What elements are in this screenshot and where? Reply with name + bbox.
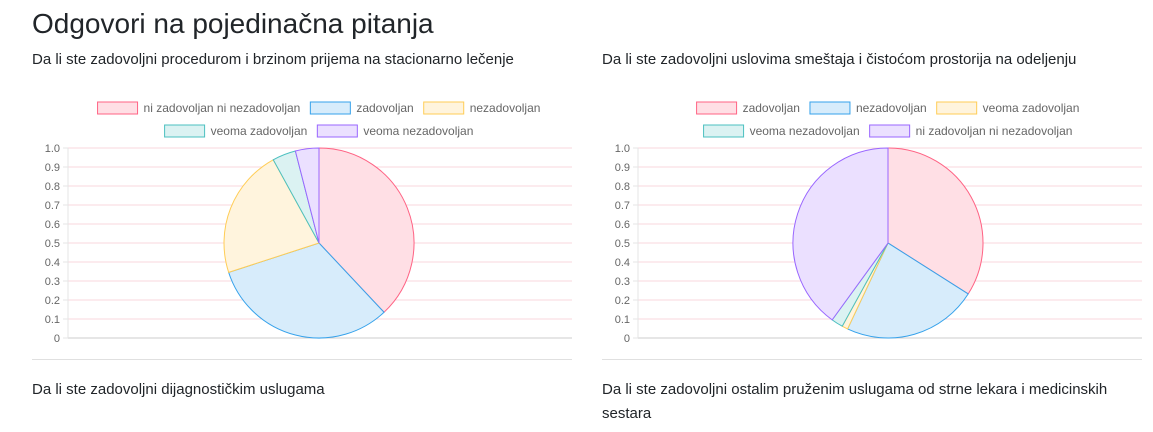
question-2-title: Da li ste zadovoljni uslovima smeštaja i…	[602, 51, 1077, 68]
legend-label[interactable]: zadovoljan	[743, 101, 800, 115]
pie-slice-ni-zadovoljan-ni-nezadovoljan[interactable]	[318, 147, 415, 313]
divider-right	[602, 359, 1142, 360]
legend-swatch-veoma-zadovoljan[interactable]	[936, 101, 978, 115]
legend-swatch-nezadovoljan[interactable]	[423, 101, 465, 115]
page-title: Odgovori na pojedinačna pitanja	[32, 8, 434, 39]
pie-slice-zadovoljan[interactable]	[887, 147, 984, 295]
y-tick-label: 0.7	[615, 200, 630, 212]
legend-label[interactable]: ni zadovoljan ni nezadovoljan	[916, 124, 1073, 138]
question-4-title: Da li ste zadovoljni ostalim pruženim us…	[602, 381, 1108, 422]
legend-swatch-veoma-nezadovoljan[interactable]	[316, 124, 358, 138]
y-tick-label: 0.6	[615, 219, 630, 231]
y-tick-label: 1.0	[615, 143, 630, 155]
y-tick-label: 0	[624, 333, 630, 345]
legend-label[interactable]: nezadovoljan	[470, 101, 541, 115]
legend-swatch-ni-zadovoljan-ni-nezadovoljan[interactable]	[97, 101, 139, 115]
question-3-title: Da li ste zadovoljni dijagnostičkim uslu…	[32, 381, 325, 398]
y-tick-label: 0	[54, 333, 60, 345]
chart-1: ni zadovoljan ni nezadovoljan zadovoljan n…	[30, 90, 575, 350]
y-tick-label: 0.5	[45, 238, 60, 250]
legend-swatch-nezadovoljan[interactable]	[809, 101, 851, 115]
legend-swatch-veoma-zadovoljan[interactable]	[164, 124, 206, 138]
legend-label[interactable]: veoma nezadovoljan	[750, 124, 860, 138]
y-tick-label: 0.3	[615, 276, 630, 288]
chart-2: zadovoljan nezadovoljan veoma zadovoljan ve…	[600, 90, 1145, 350]
y-tick-label: 0.6	[45, 219, 60, 231]
legend-label[interactable]: ni zadovoljan ni nezadovoljan	[144, 101, 301, 115]
legend-swatch-zadovoljan[interactable]	[696, 101, 738, 115]
y-tick-label: 0.8	[45, 181, 60, 193]
legend-swatch-zadovoljan[interactable]	[309, 101, 351, 115]
pie-chart-2: zadovoljan nezadovoljan veoma zadovoljan ve…	[615, 101, 1142, 345]
y-tick-label: 1.0	[45, 143, 60, 155]
legend-label[interactable]: zadovoljan	[356, 101, 413, 115]
y-tick-label: 0.1	[45, 314, 60, 326]
y-tick-label: 0.4	[615, 257, 630, 269]
legend-label[interactable]: veoma zadovoljan	[211, 124, 308, 138]
pie-slice-ni-zadovoljan-ni-nezadovoljan[interactable]	[792, 147, 889, 321]
y-tick-label: 0.4	[45, 257, 60, 269]
question-1-title: Da li ste zadovoljni procedurom i brzino…	[32, 51, 514, 68]
y-tick-label: 0.2	[615, 295, 630, 307]
y-tick-label: 0.7	[45, 200, 60, 212]
legend-label[interactable]: nezadovoljan	[856, 101, 927, 115]
pie-slice-veoma-nezadovoljan[interactable]	[294, 147, 320, 244]
legend-label[interactable]: veoma zadovoljan	[983, 101, 1080, 115]
pie-chart-1: ni zadovoljan ni nezadovoljan zadovoljan n…	[45, 101, 572, 345]
y-tick-label: 0.9	[45, 162, 60, 174]
y-tick-label: 0.2	[45, 295, 60, 307]
pie-slice-zadovoljan[interactable]	[228, 242, 385, 339]
pie-slice-nezadovoljan[interactable]	[846, 242, 969, 339]
legend-swatch-ni-zadovoljan-ni-nezadovoljan[interactable]	[869, 124, 911, 138]
y-tick-label: 0.1	[615, 314, 630, 326]
y-tick-label: 0.8	[615, 181, 630, 193]
legend-label[interactable]: veoma nezadovoljan	[363, 124, 473, 138]
pie-slice-nezadovoljan[interactable]	[223, 159, 320, 273]
legend-swatch-veoma-nezadovoljan[interactable]	[703, 124, 745, 138]
y-tick-label: 0.3	[45, 276, 60, 288]
y-tick-label: 0.5	[615, 238, 630, 250]
y-tick-label: 0.9	[615, 162, 630, 174]
divider-left	[32, 359, 572, 360]
